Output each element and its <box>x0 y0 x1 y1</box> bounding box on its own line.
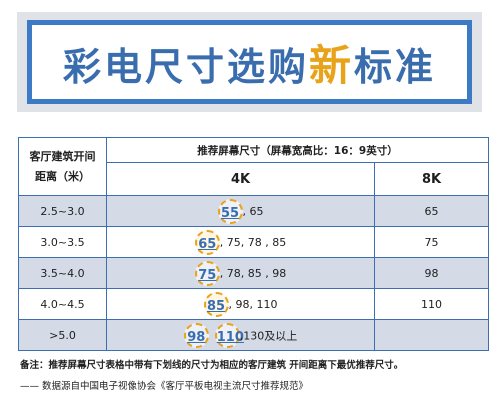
other-sizes-text: , 78, 85 , 98 <box>219 266 287 280</box>
distance-header-line1: 客厅建筑开间 <box>29 149 96 163</box>
footnote: 备注：推荐屏幕尺寸表格中带有下划线的尺寸为相应的客厅建筑 开间距离下最优推荐尺寸… <box>20 360 404 371</box>
recommendation-table: 客厅建筑开间 距离（米） 推荐屏幕尺寸（屏幕宽高比：16：9英寸） 4K 8K … <box>18 137 490 351</box>
table-row: 3.0~3.5 65, 75, 78 , 85 75 <box>18 226 490 258</box>
page-title: 彩电尺寸选购新标准 <box>63 32 436 93</box>
distance-header-line2: 距离（米） <box>35 169 90 183</box>
title-accent: 新 <box>308 40 354 90</box>
recommended-size-header: 推荐屏幕尺寸（屏幕宽高比：16：9英寸） <box>105 137 490 163</box>
other-sizes-text: , 65 <box>242 204 264 218</box>
size-8k-cell: 65 <box>373 195 490 227</box>
other-sizes-text: , 75, 78 , 85 <box>219 235 287 249</box>
distance-cell: >5.0 <box>18 319 107 351</box>
size-8k-cell: 75 <box>373 226 490 258</box>
distance-cell: 2.5~3.0 <box>18 195 107 227</box>
table-row: 3.5~4.0 75, 78, 85 , 98 98 <box>18 257 490 289</box>
distance-cell: 3.0~3.5 <box>18 226 107 258</box>
size-4k-cell: 98 110,130及以上 <box>106 319 375 351</box>
best-size-badge: 98 <box>183 322 209 348</box>
distance-cell: 4.0~4.5 <box>18 288 107 320</box>
distance-cell: 3.5~4.0 <box>18 257 107 289</box>
title-frame: 彩电尺寸选购新标准 <box>27 20 472 104</box>
best-size-badge: 65 <box>194 229 220 255</box>
best-size-badge: 110 <box>214 322 244 348</box>
table-row: 2.5~3.0 55, 65 65 <box>18 195 490 227</box>
best-size-badge: 55 <box>217 198 243 224</box>
distance-header: 客厅建筑开间 距离（米） <box>18 137 107 196</box>
size-4k-cell: 75, 78, 85 , 98 <box>106 257 375 289</box>
title-part2: 标准 <box>354 44 437 89</box>
header-8k: 8K <box>373 162 490 196</box>
other-sizes-text: , 98, 110 <box>228 297 278 311</box>
title-part1: 彩电尺寸选购 <box>62 44 309 89</box>
table-row: >5.0 98 110,130及以上 <box>18 319 490 351</box>
table-body: 2.5~3.0 55, 65 65 3.0~3.5 65, 75, 78 , 85 75 3… <box>18 195 490 351</box>
size-4k-cell: 55, 65 <box>106 195 375 227</box>
table-row: 4.0~4.5 85, 98, 110 110 <box>18 288 490 320</box>
header-4k: 4K <box>106 162 375 196</box>
size-4k-cell: 65, 75, 78 , 85 <box>106 226 375 258</box>
size-8k-cell: 110 <box>373 288 490 320</box>
size-8k-cell <box>373 319 490 351</box>
size-8k-cell: 98 <box>373 257 490 289</box>
best-size-badge: 85 <box>203 291 229 317</box>
source-line: —— 数据源自中国电子视像协会《客厅平板电视主流尺寸推荐规范》 <box>20 381 309 392</box>
title-banner: 彩电尺寸选购新标准 <box>17 12 482 112</box>
best-size-badge: 75 <box>194 260 220 286</box>
size-4k-cell: 85, 98, 110 <box>106 288 375 320</box>
other-sizes-text: ,130及以上 <box>239 329 298 342</box>
